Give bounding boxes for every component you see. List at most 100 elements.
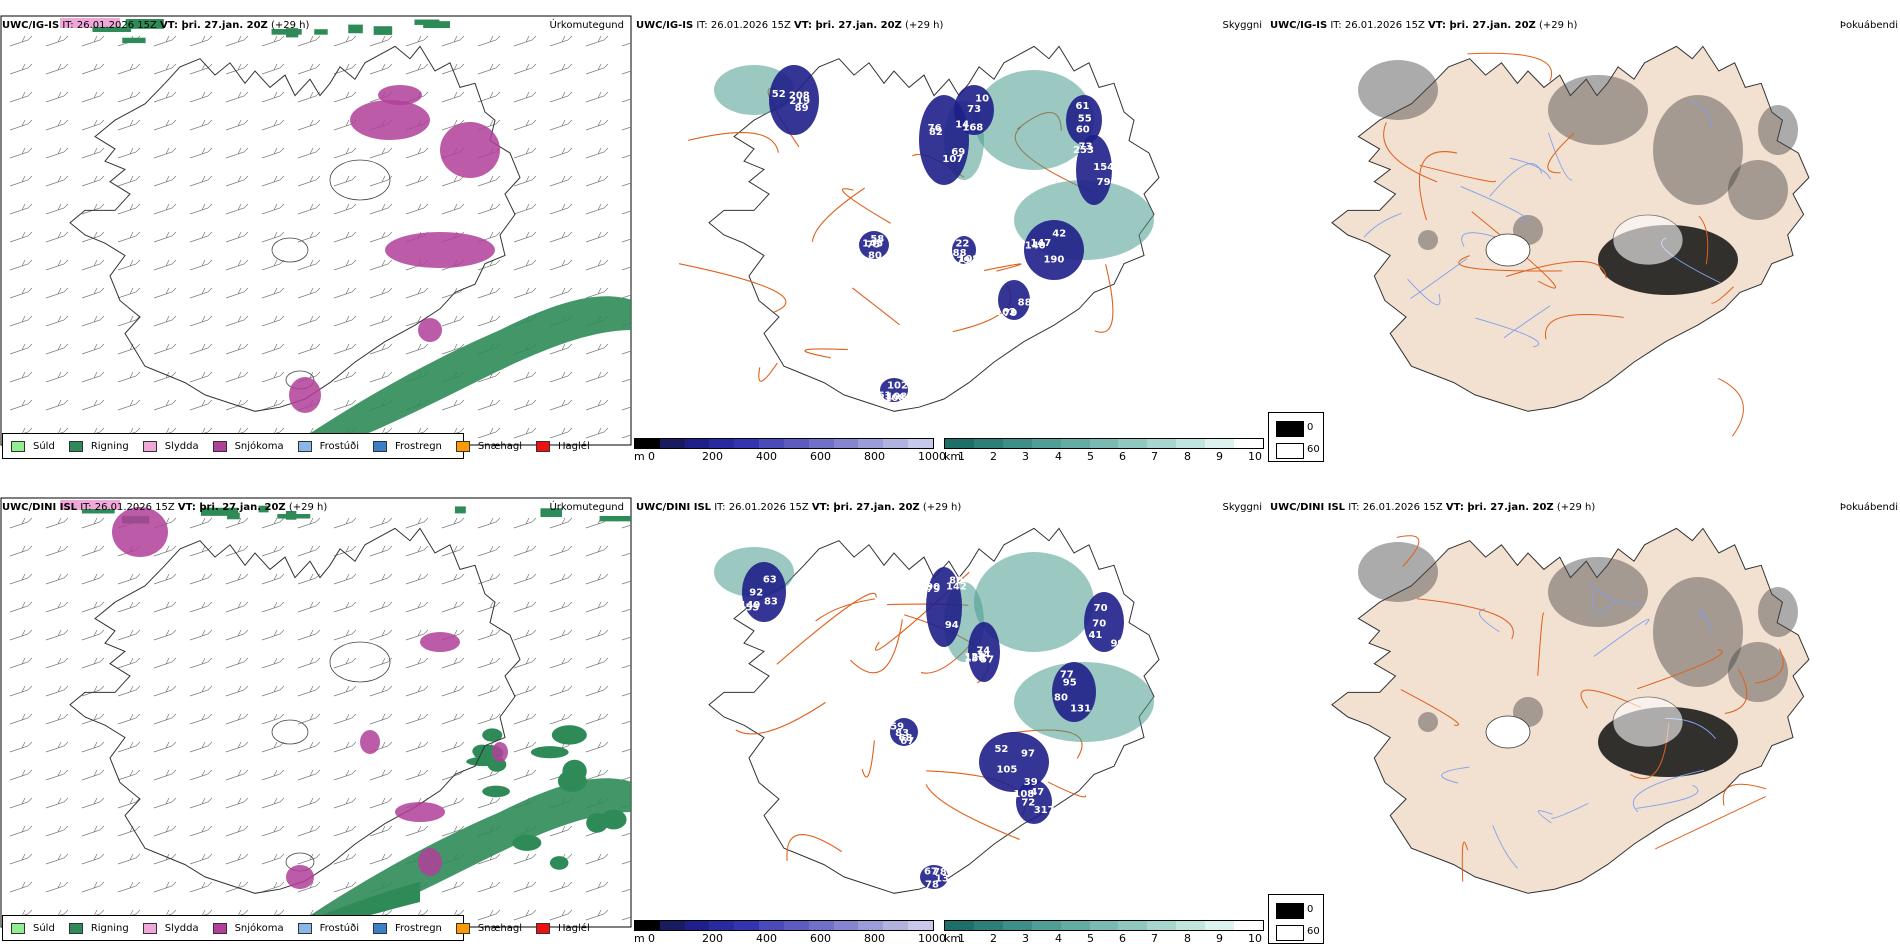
- panel-header: UWC/DINI ISL IT: 26.01.2026 15Z VT: þri.…: [636, 502, 961, 514]
- colorbar-swatch: [834, 439, 859, 448]
- panel-title: Þokuábendi: [1840, 20, 1898, 32]
- colorbar-swatch: [1032, 921, 1061, 930]
- legend-label: Haglél: [558, 923, 590, 934]
- valid-time: VT: þri. 27.jan. 20Z: [812, 502, 920, 513]
- colorbar-unit: m: [634, 932, 645, 945]
- visibility-value-label: 190: [1043, 255, 1064, 266]
- lead-time: (+29 h): [920, 502, 962, 513]
- legend-swatch: [11, 441, 25, 452]
- colorbar-ticks: km 1 2 3 4 5 6 7 8 9 10: [944, 931, 1264, 945]
- visibility-value-label: 73: [967, 104, 981, 115]
- colorbar-swatch: [1234, 439, 1263, 448]
- legend-item-6: Snæhagl: [456, 923, 522, 934]
- fog-legend-swatch: [1276, 903, 1304, 919]
- legend-label: Frostúði: [320, 441, 359, 452]
- legend-label: Frostregn: [395, 923, 442, 934]
- legend-swatch: [143, 441, 157, 452]
- colorbar-bar: [634, 920, 934, 931]
- colorbar-tick: 0: [648, 932, 655, 945]
- panel-header: UWC/IG-IS IT: 26.01.2026 15Z VT: þri. 27…: [636, 20, 943, 32]
- colorbar-tick: 5: [1087, 932, 1094, 945]
- colorbar-swatch: [1205, 439, 1234, 448]
- legend-label: Rigning: [91, 923, 129, 934]
- colorbar-swatch: [1118, 439, 1147, 448]
- panel-title: Skyggni: [1222, 20, 1262, 32]
- visibility-value-label: 78: [925, 879, 939, 890]
- colorbar-swatch: [734, 439, 759, 448]
- colorbar-tick: 9: [1216, 450, 1223, 463]
- colorbar-tick: 800: [864, 932, 885, 945]
- colorbar-tick: 10: [1248, 450, 1262, 463]
- valid-time: VT: þri. 27.jan. 20Z: [178, 502, 286, 513]
- legend-swatch: [69, 923, 83, 934]
- legend-item-7: Haglél: [536, 923, 590, 934]
- colorbar-swatch: [635, 439, 660, 448]
- legend-swatch: [536, 441, 550, 452]
- init-time: IT: 26.01.2026 15Z: [711, 502, 812, 513]
- colorbar-swatch: [1176, 439, 1205, 448]
- visibility-value-label: 88: [1018, 298, 1032, 309]
- visibility-value-label: 82: [929, 127, 943, 138]
- visibility-value-label: 34: [976, 650, 990, 661]
- colorbar-swatch: [809, 921, 834, 930]
- colorbar-swatch: [759, 439, 784, 448]
- init-time: IT: 26.01.2026 15Z: [59, 20, 160, 31]
- lead-time: (+29 h): [902, 20, 944, 31]
- fog-legend-label: 60: [1307, 444, 1320, 455]
- colorbar-bar: [634, 438, 934, 449]
- visibility-value-label: 61: [1076, 101, 1090, 112]
- visibility-value-label: 97: [1021, 749, 1035, 760]
- init-time: IT: 26.01.2026 15Z: [77, 502, 178, 513]
- legend-label: Haglél: [558, 441, 590, 452]
- colorbar-swatch: [1061, 439, 1090, 448]
- fog-legend-swatch: [1276, 925, 1304, 941]
- visibility-value-label: 94: [945, 620, 959, 631]
- lead-time: (+29 h): [268, 20, 310, 31]
- colorbar-tick: 8: [1184, 932, 1191, 945]
- colorbar-swatch: [635, 921, 660, 930]
- panel-title: Þokuábendi: [1840, 502, 1898, 514]
- visibility-value-label: 80: [868, 251, 882, 262]
- fog-legend: 0 60: [1268, 412, 1324, 462]
- panel-title: Úrkomutegund: [549, 502, 624, 514]
- legend-swatch: [298, 923, 312, 934]
- colorbar-ticks: km 1 2 3 4 5 6 7 8 9 10: [944, 449, 1264, 463]
- precip-type-panel: UWC/IG-IS IT: 26.01.2026 15Z VT: þri. 27…: [0, 0, 632, 468]
- colorbar-tick: 1000: [918, 932, 946, 945]
- legend-swatch: [456, 923, 470, 934]
- init-time: IT: 26.01.2026 15Z: [1327, 20, 1428, 31]
- colorbar-swatch: [1090, 921, 1119, 930]
- legend-swatch: [298, 441, 312, 452]
- valid-time: VT: þri. 27.jan. 20Z: [794, 20, 902, 31]
- legend-item-0: Súld: [11, 441, 55, 452]
- legend-item-2: Slydda: [143, 441, 199, 452]
- colorbar-swatch: [834, 921, 859, 930]
- valid-time: VT: þri. 27.jan. 20Z: [1446, 502, 1554, 513]
- legend-swatch: [213, 923, 227, 934]
- colorbar-swatch: [908, 921, 933, 930]
- colorbar-vis_colorbar_m: m 0 200 400 600 800 1000: [634, 438, 934, 463]
- model-name: UWC/DINI ISL: [2, 502, 77, 513]
- valid-time: VT: þri. 27.jan. 20Z: [160, 20, 268, 31]
- fog-legend-label: 0: [1307, 422, 1313, 433]
- colorbar-swatch: [945, 439, 974, 448]
- colorbar-swatch: [660, 921, 685, 930]
- legend-item-7: Haglél: [536, 441, 590, 452]
- colorbar-tick: 7: [1151, 932, 1158, 945]
- colorbar-swatch: [974, 921, 1003, 930]
- legend-swatch: [456, 441, 470, 452]
- model-name: UWC/IG-IS: [636, 20, 693, 31]
- colorbar-swatch: [1003, 439, 1032, 448]
- lead-time: (+29 h): [1554, 502, 1596, 513]
- legend-item-2: Slydda: [143, 923, 199, 934]
- legend-item-0: Súld: [11, 923, 55, 934]
- legend-item-6: Snæhagl: [456, 441, 522, 452]
- colorbar-swatch: [784, 921, 809, 930]
- colorbar-bar: [944, 438, 1264, 449]
- panel-title: Skyggni: [1222, 502, 1262, 514]
- colorbar-swatch: [784, 439, 809, 448]
- visibility-value-label: 317: [1034, 805, 1055, 816]
- legend-item-5: Frostregn: [373, 441, 442, 452]
- lead-time: (+29 h): [1536, 20, 1578, 31]
- colorbar-swatch: [1061, 921, 1090, 930]
